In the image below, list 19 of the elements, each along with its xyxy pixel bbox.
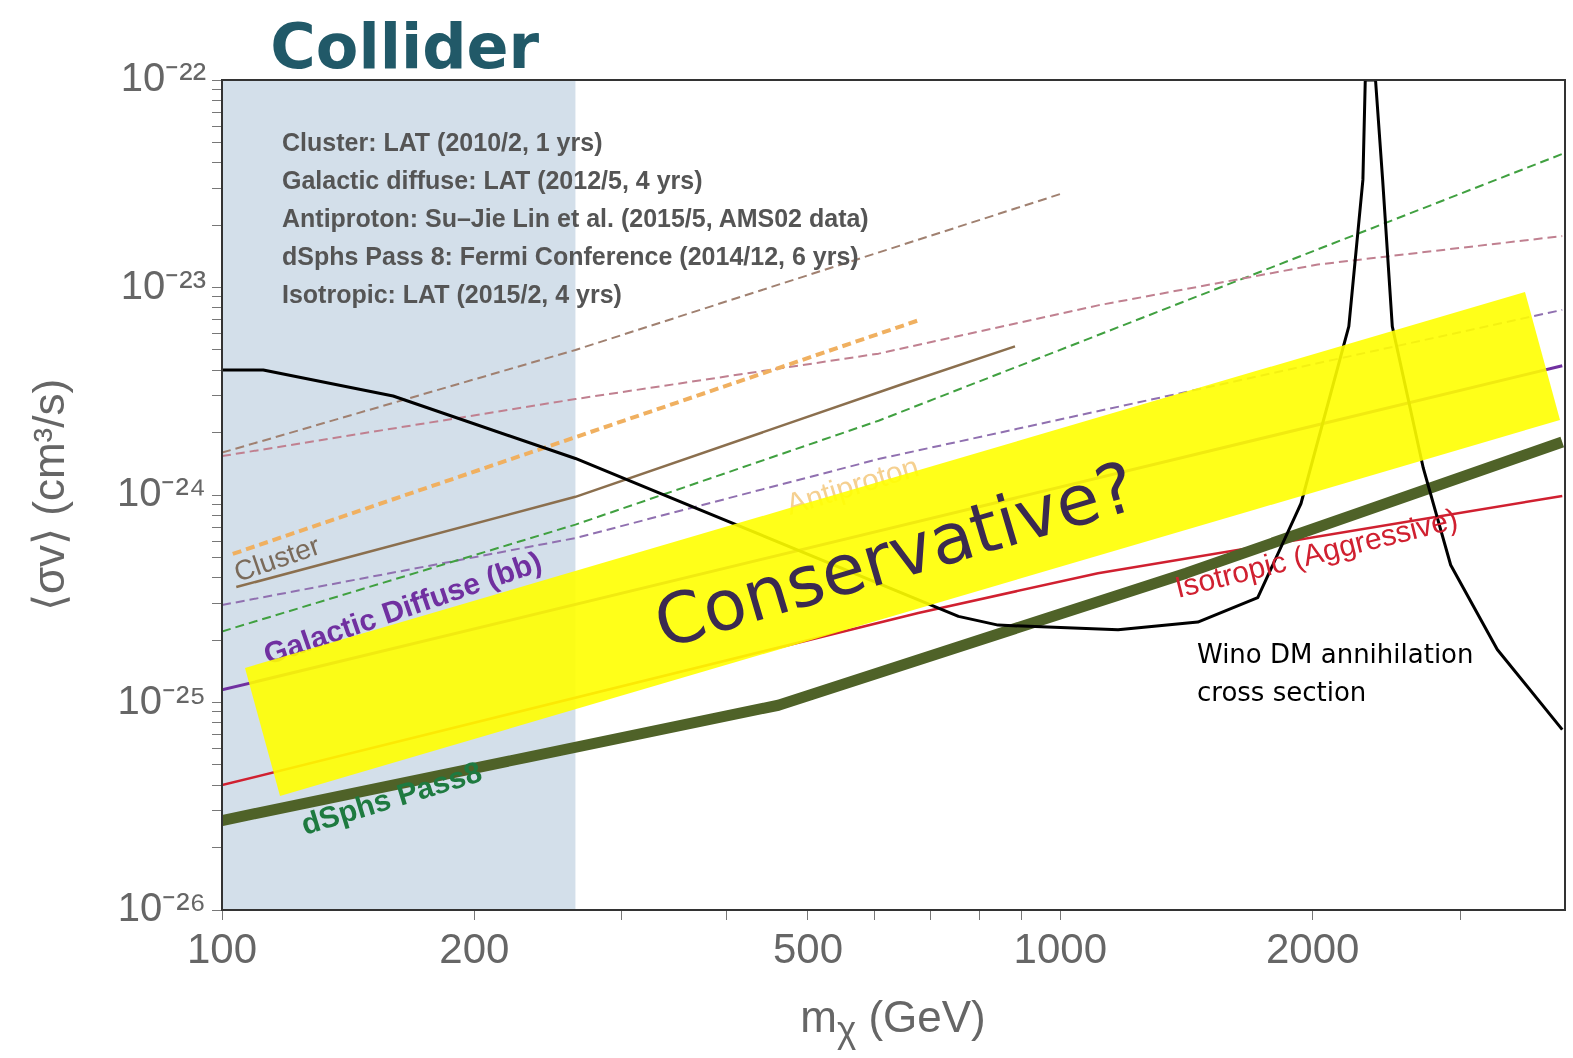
x-axis-title: m$_{χ}$ (GeV) [800,992,986,1051]
annotation: Isotropic: LAT (2015/2, 4 yrs) [282,279,622,308]
y-tick-label: 10⁻²⁵ [117,677,206,722]
annotation: Galactic diffuse: LAT (2012/5, 4 yrs) [282,165,703,194]
annotation: dSphs Pass 8: Fermi Conference (2014/12, 6 yrs) [282,241,859,270]
y-tick-label: 10⁻²⁴ [117,470,206,515]
y-tick-label: 10⁻²³ [120,262,206,307]
annotation: Antiproton: Su–Jie Lin et al. (2015/5, AMS02 data) [282,203,869,232]
x-tick-label: 200 [439,924,510,972]
x-tick-label: 1000 [1013,924,1108,972]
annotation: Cluster: LAT (2010/2, 1 yrs) [282,127,603,156]
x-tick-label: 2000 [1265,924,1360,972]
y-tick-label: 10⁻²² [120,55,206,100]
x-tick-label: 500 [772,924,843,972]
annotation: Wino DM annihilation cross section [1197,639,1474,707]
band-label: Collider [270,10,540,83]
annotation: dSphs Pass8 [297,754,486,841]
y-axis-title: ⟨σv⟩ (cm³/s) [22,378,74,612]
annotation: Cluster [229,529,324,588]
